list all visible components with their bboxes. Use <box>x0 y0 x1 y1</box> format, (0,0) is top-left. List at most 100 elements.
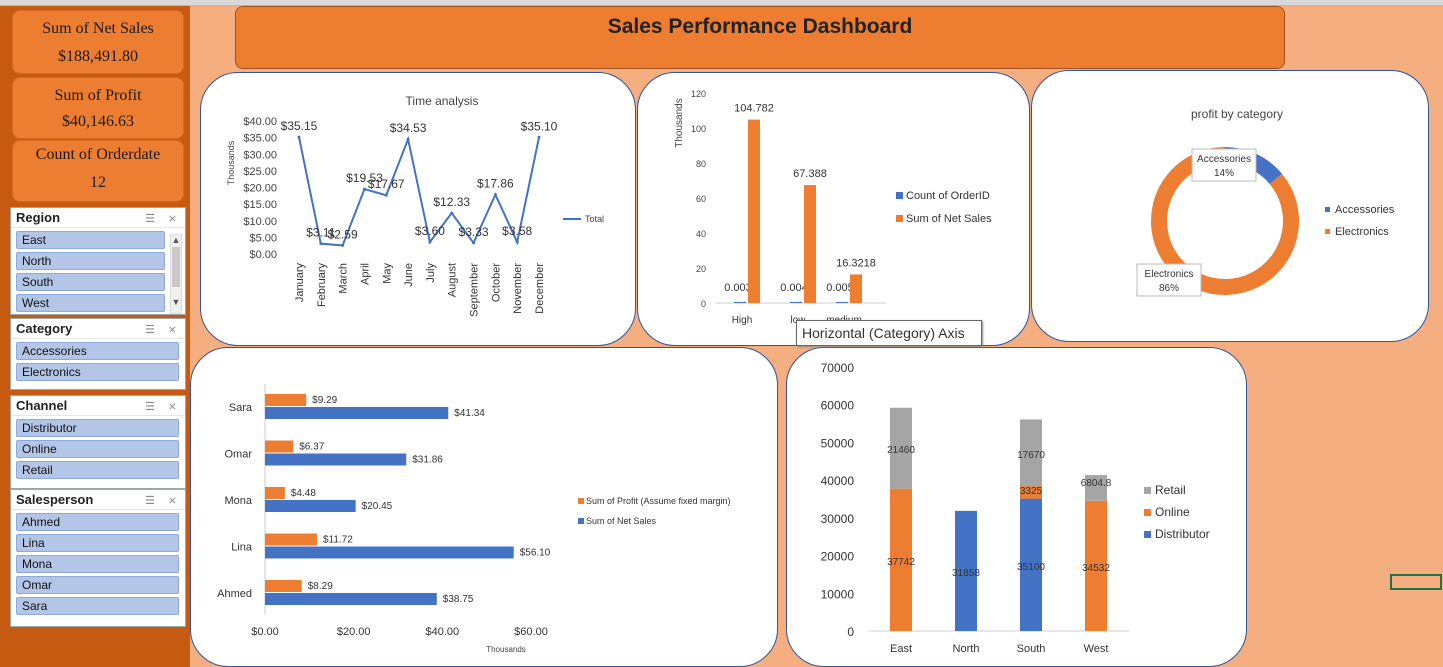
x-tick-label: January <box>294 263 306 303</box>
y-tick-label: 70000 <box>821 361 855 375</box>
chart-title: Time analysis <box>406 94 479 108</box>
y-tick-label: $15.00 <box>243 199 277 211</box>
kpi-label: Count of Orderdate <box>35 146 161 163</box>
slicer-item-mona[interactable]: Mona <box>16 555 179 573</box>
selected-cell[interactable] <box>1390 574 1442 590</box>
panel-time-analysis[interactable]: Time analysis Thousands $0.00 $5.00 $10.00 $1… <box>200 72 636 346</box>
slicer-item-retail[interactable]: Retail <box>16 461 179 479</box>
y-tick-label: 40 <box>696 229 706 239</box>
slicer-scrollbar[interactable]: ▲ ▼ <box>170 234 182 314</box>
kpi-profit[interactable]: Sum of Profit $40,146.63 <box>12 77 184 139</box>
bar <box>265 394 307 406</box>
panel-region-channel[interactable]: 0 10000 20000 30000 40000 50000 60000 70000 3774… <box>786 347 1247 667</box>
data-label: $20.45 <box>362 501 393 512</box>
data-point <box>450 211 454 215</box>
data-label: 67.388 <box>793 168 827 180</box>
multi-select-icon[interactable]: ☰ <box>145 213 155 225</box>
data-label: $8.29 <box>308 581 333 592</box>
slice-label-name: Electronics <box>1145 269 1194 280</box>
clear-filter-icon[interactable]: ⨯ <box>167 401 177 413</box>
data-label: 37742 <box>887 557 915 568</box>
bar <box>850 274 862 303</box>
data-label: 0.003 <box>724 282 752 294</box>
clear-filter-icon[interactable]: ⨯ <box>167 213 177 225</box>
multi-select-icon[interactable]: ☰ <box>145 401 155 413</box>
data-label: $9.29 <box>312 395 337 406</box>
kpi-net-sales[interactable]: Sum of Net Sales $188,491.80 <box>12 10 184 74</box>
data-point <box>406 137 410 141</box>
clear-filter-icon[interactable]: ⨯ <box>167 324 177 336</box>
scroll-up-icon[interactable]: ▲ <box>171 235 181 245</box>
y-tick-label: 40000 <box>821 474 855 488</box>
bar <box>265 487 285 499</box>
bar-segment <box>955 510 977 631</box>
kpi-value: $40,146.63 <box>62 113 134 130</box>
legend-label: Online <box>1155 505 1190 519</box>
data-label: 16.3218 <box>836 257 876 269</box>
data-label: 34532 <box>1082 563 1110 574</box>
y-tick-label: Ahmed <box>217 588 252 600</box>
slicer-item-accessories[interactable]: Accessories <box>16 342 179 360</box>
scroll-thumb[interactable] <box>172 247 180 287</box>
legend-label: Accessories <box>1335 204 1395 216</box>
legend-marker <box>578 518 584 524</box>
legend-label: Sum of Net Sales <box>906 213 992 225</box>
slicer-item-electronics[interactable]: Electronics <box>16 363 179 381</box>
x-tick-label: May <box>381 263 393 284</box>
data-label: $2.59 <box>328 227 358 241</box>
panel-profit-category[interactable]: profit by category Accessories 14% Electron… <box>1031 70 1429 342</box>
y-tick-label: 60 <box>696 194 706 204</box>
panel-priority-sales[interactable]: Thousands 0 20 40 60 80 100 120 0.003 104.782 High… <box>637 72 1030 346</box>
legend-marker <box>1325 207 1330 212</box>
slicer-item-lina[interactable]: Lina <box>16 534 179 552</box>
data-label: $11.72 <box>323 535 353 546</box>
clear-filter-icon[interactable]: ⨯ <box>167 495 177 507</box>
x-tick-label: $20.00 <box>337 626 371 638</box>
slicer-item-distributor[interactable]: Distributor <box>16 419 179 437</box>
chart-title: profit by category <box>1191 107 1283 121</box>
x-tick-label: High <box>732 315 753 326</box>
y-tick-label: 20000 <box>821 550 855 564</box>
legend-marker <box>1144 531 1151 538</box>
bar <box>265 500 356 512</box>
x-tick-label: July <box>425 263 437 283</box>
kpi-order-count[interactable]: Count of Orderdate 12 <box>12 140 184 202</box>
slicer-category: Category ☰ ⨯ Accessories Electronics <box>10 318 186 390</box>
multi-select-icon[interactable]: ☰ <box>145 495 155 507</box>
data-label: $3.58 <box>502 224 532 238</box>
slice-label-value: 86% <box>1159 283 1179 294</box>
panel-salesperson[interactable]: Sara $9.29 $41.34 Omar $6.37 $31.86 Mona $4.48 $… <box>190 347 778 667</box>
data-point <box>362 187 366 191</box>
x-axis-label: Thousands <box>486 645 526 654</box>
slicer-item-east[interactable]: East <box>16 231 165 249</box>
slice-label-name: Accessories <box>1197 154 1251 165</box>
y-tick-label: $40.00 <box>243 116 277 128</box>
bar-segment <box>1085 500 1107 631</box>
slicer-item-omar[interactable]: Omar <box>16 576 179 594</box>
line-chart: Time analysis Thousands $0.00 $5.00 $10.00 $1… <box>226 94 604 317</box>
data-label: $19.53 <box>346 171 383 185</box>
data-label: $4.48 <box>291 488 316 499</box>
legend-marker <box>1144 487 1151 494</box>
slicer-item-south[interactable]: South <box>16 273 165 291</box>
x-tick-label: March <box>338 263 350 294</box>
bar-segment <box>890 407 912 489</box>
y-tick-label: $10.00 <box>243 216 277 228</box>
data-label: $31.86 <box>412 455 443 466</box>
slicer-item-online[interactable]: Online <box>16 440 179 458</box>
slicer-item-west[interactable]: West <box>16 294 165 312</box>
scroll-down-icon[interactable]: ▼ <box>171 297 181 307</box>
slicer-item-ahmed[interactable]: Ahmed <box>16 513 179 531</box>
donut-chart: profit by category Accessories 14% Electron… <box>1136 107 1395 297</box>
slicer-item-sara[interactable]: Sara <box>16 597 179 615</box>
data-label: $35.10 <box>521 119 558 133</box>
data-point <box>297 135 301 139</box>
y-tick-label: 20 <box>696 264 706 274</box>
kpi-label: Sum of Net Sales <box>42 20 154 37</box>
y-tick-label: $20.00 <box>243 183 277 195</box>
bar-segment <box>890 488 912 631</box>
kpi-label: Sum of Profit <box>54 87 142 104</box>
bar <box>265 546 514 559</box>
multi-select-icon[interactable]: ☰ <box>145 324 155 336</box>
slicer-item-north[interactable]: North <box>16 252 165 270</box>
